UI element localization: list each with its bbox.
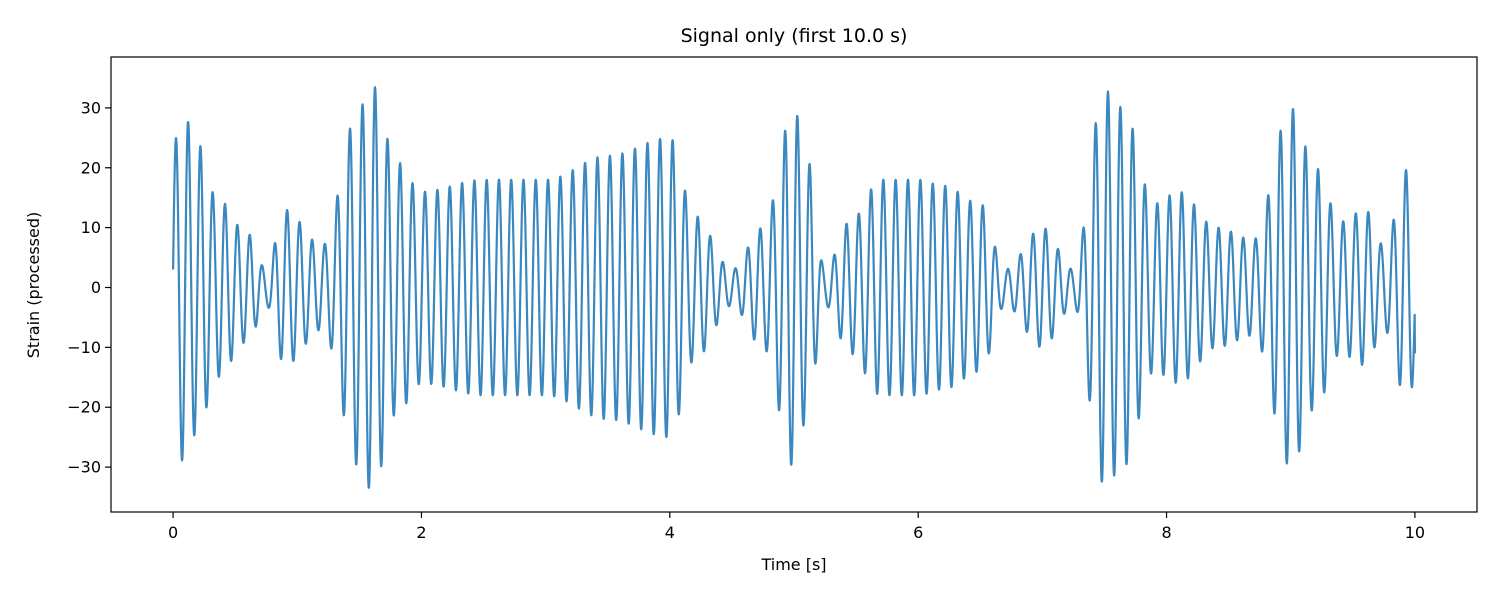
x-tick-label: 0: [168, 523, 178, 542]
y-tick-label: −20: [67, 398, 101, 417]
x-tick-label: 4: [665, 523, 675, 542]
x-tick-label: 6: [913, 523, 923, 542]
y-axis: −30 −20 −10 0 10 20 30: [67, 98, 111, 477]
x-tick-label: 8: [1161, 523, 1171, 542]
y-tick-label: 30: [81, 98, 101, 117]
plot-frame: [110, 56, 1478, 513]
y-tick-label: −30: [67, 458, 101, 477]
x-tick-label: 2: [416, 523, 426, 542]
plot-area: [110, 56, 1478, 513]
y-tick-label: 10: [81, 218, 101, 237]
y-tick-label: 0: [91, 278, 101, 297]
y-tick-label: −10: [67, 338, 101, 357]
chart-title: Signal only (first 10.0 s): [681, 25, 908, 47]
y-axis-label: Strain (processed): [24, 212, 43, 358]
y-tick-label: 20: [81, 158, 101, 177]
x-tick-label: 10: [1405, 523, 1425, 542]
x-axis-label: Time [s]: [760, 555, 826, 574]
x-axis: 0 2 4 6 8 10: [168, 512, 1425, 542]
series-line-signal: [171, 86, 1417, 489]
